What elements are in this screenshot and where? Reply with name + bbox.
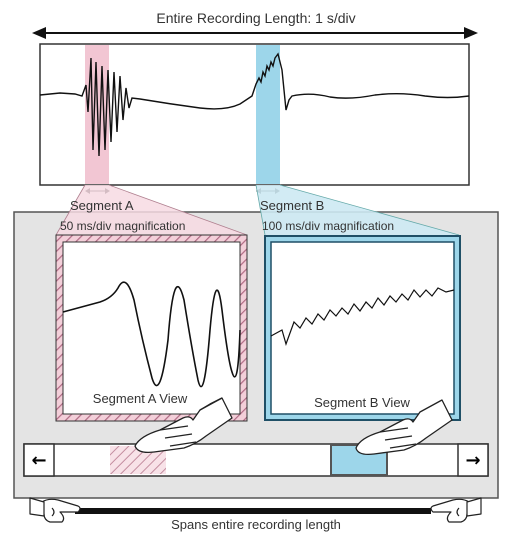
segment-a-magnification: 50 ms/div magnification [60, 219, 185, 233]
segment-b-label: Segment B [260, 198, 324, 213]
segment-a-view-label: Segment A View [93, 391, 188, 406]
span-bar [75, 508, 431, 514]
segment-a-view [62, 241, 241, 415]
pointing-hand-b-icon [355, 399, 453, 456]
segment-a-label: Segment A [70, 198, 134, 213]
pointing-hand-a-icon [134, 397, 233, 454]
segment-b-trace [270, 287, 455, 346]
segment-b-highlight [256, 45, 280, 184]
segment-b-projection [256, 185, 459, 235]
scroll-right-button[interactable] [457, 443, 489, 477]
title-backdrop [150, 6, 362, 30]
span-label: Spans entire recording length [171, 517, 341, 532]
recording-length-title: Entire Recording Length: 1 s/div [156, 10, 355, 26]
recording-trace [39, 52, 470, 157]
recording-length-arrow [32, 27, 478, 39]
left-arrow-icon: ← [31, 450, 46, 471]
scroll-left-button[interactable] [23, 443, 55, 477]
segment-b-view [270, 241, 455, 415]
right-arrow-icon: → [465, 450, 480, 471]
left-hand-icon [29, 497, 81, 523]
segment-b-magnification: 100 ms/div magnification [262, 219, 394, 233]
segment-b-view-label: Segment B View [314, 395, 410, 410]
segment-a-trace [62, 281, 241, 388]
right-hand-icon [430, 497, 482, 523]
scrollbar-track[interactable] [23, 443, 489, 477]
segment-a-projection [56, 185, 247, 235]
scrollbar[interactable]: ← → [23, 443, 489, 477]
